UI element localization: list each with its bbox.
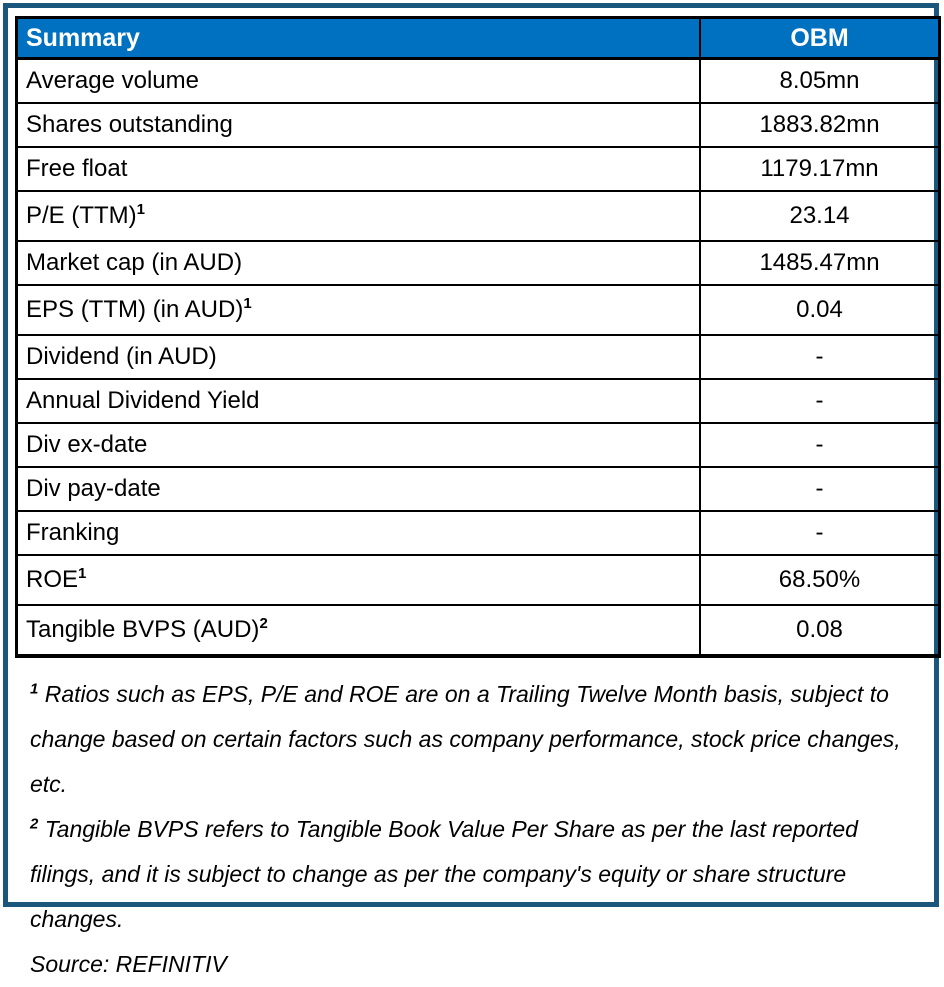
table-row: Average volume 8.05mn	[15, 57, 941, 104]
footnote-reference: 2	[259, 615, 268, 632]
row-label: P/E (TTM)1	[15, 190, 701, 242]
summary-table-body: Average volume 8.05mn Shares outstanding 18…	[15, 57, 941, 657]
row-label: ROE1	[15, 554, 701, 606]
row-value: 0.08	[699, 604, 941, 657]
row-value: -	[699, 378, 941, 424]
row-label: Free float	[15, 146, 701, 192]
footnote-reference: 1	[243, 295, 252, 312]
table-row: Franking -	[15, 510, 941, 556]
row-value: 23.14	[699, 190, 941, 242]
row-label-text: Annual Dividend Yield	[26, 387, 260, 414]
table-row: ROE1 68.50%	[15, 554, 941, 606]
row-value: -	[699, 334, 941, 380]
footnotes-block: 1 Ratios such as EPS, P/E and ROE are on…	[30, 672, 920, 987]
summary-table: Summary OBM Average volume 8.05mn Shares o…	[15, 16, 941, 658]
row-label-text: ROE	[26, 566, 79, 593]
row-label-text: Free float	[26, 155, 128, 182]
row-label: Tangible BVPS (AUD)2	[15, 604, 701, 657]
row-value: 1883.82mn	[699, 102, 941, 148]
row-label: Average volume	[15, 57, 701, 104]
row-value: 68.50%	[699, 554, 941, 606]
footnote-number: 2	[30, 815, 39, 833]
header-row: Summary OBM	[15, 16, 941, 60]
row-label-text: Div ex-date	[26, 431, 148, 458]
row-label-text: Dividend (in AUD)	[26, 343, 217, 370]
table-row: Dividend (in AUD) -	[15, 334, 941, 380]
footnote: 2 Tangible BVPS refers to Tangible Book …	[30, 807, 920, 942]
footnote-text: Ratios such as EPS, P/E and ROE are on a…	[30, 681, 901, 797]
header-cell-obm: OBM	[699, 16, 941, 60]
row-label: Shares outstanding	[15, 102, 701, 148]
row-value: -	[699, 510, 941, 556]
footnote-reference: 1	[78, 565, 87, 582]
row-value: -	[699, 422, 941, 468]
row-label-text: Shares outstanding	[26, 111, 233, 138]
header-cell-summary: Summary	[15, 16, 701, 60]
row-value: 8.05mn	[699, 57, 941, 104]
row-label-text: Franking	[26, 519, 120, 546]
row-label-text: Market cap (in AUD)	[26, 249, 243, 276]
row-label-text: Tangible BVPS (AUD)	[26, 616, 260, 643]
row-value: -	[699, 466, 941, 512]
row-label-text: EPS (TTM) (in AUD)	[26, 296, 244, 323]
table-row: Div pay-date -	[15, 466, 941, 512]
row-label-text: Div pay-date	[26, 475, 161, 502]
summary-table-head: Summary OBM	[15, 16, 941, 60]
row-value: 0.04	[699, 284, 941, 336]
row-label: Franking	[15, 510, 701, 556]
table-row: Tangible BVPS (AUD)2 0.08	[15, 604, 941, 657]
footnote: 1 Ratios such as EPS, P/E and ROE are on…	[30, 672, 920, 807]
row-label: EPS (TTM) (in AUD)1	[15, 284, 701, 336]
page-canvas: Summary OBM Average volume 8.05mn Shares o…	[3, 3, 941, 977]
summary-card-frame: Summary OBM Average volume 8.05mn Shares o…	[3, 3, 941, 977]
footnote-reference: 1	[136, 201, 145, 218]
table-row: Div ex-date -	[15, 422, 941, 468]
row-label: Dividend (in AUD)	[15, 334, 701, 380]
row-label: Annual Dividend Yield	[15, 378, 701, 424]
table-row: P/E (TTM)1 23.14	[15, 190, 941, 242]
row-label-text: P/E (TTM)	[26, 202, 137, 229]
table-row: Shares outstanding 1883.82mn	[15, 102, 941, 148]
row-label: Div ex-date	[15, 422, 701, 468]
row-value: 1485.47mn	[699, 240, 941, 286]
table-row: Annual Dividend Yield -	[15, 378, 941, 424]
table-row: Free float 1179.17mn	[15, 146, 941, 192]
table-row: Market cap (in AUD) 1485.47mn	[15, 240, 941, 286]
row-label-text: Average volume	[26, 67, 199, 94]
footnote-number: 1	[30, 680, 39, 698]
row-label: Market cap (in AUD)	[15, 240, 701, 286]
row-label: Div pay-date	[15, 466, 701, 512]
table-row: EPS (TTM) (in AUD)1 0.04	[15, 284, 941, 336]
source-line: Source: REFINITIV	[30, 951, 227, 977]
row-value: 1179.17mn	[699, 146, 941, 192]
footnote-text: Tangible BVPS refers to Tangible Book Va…	[30, 816, 858, 932]
